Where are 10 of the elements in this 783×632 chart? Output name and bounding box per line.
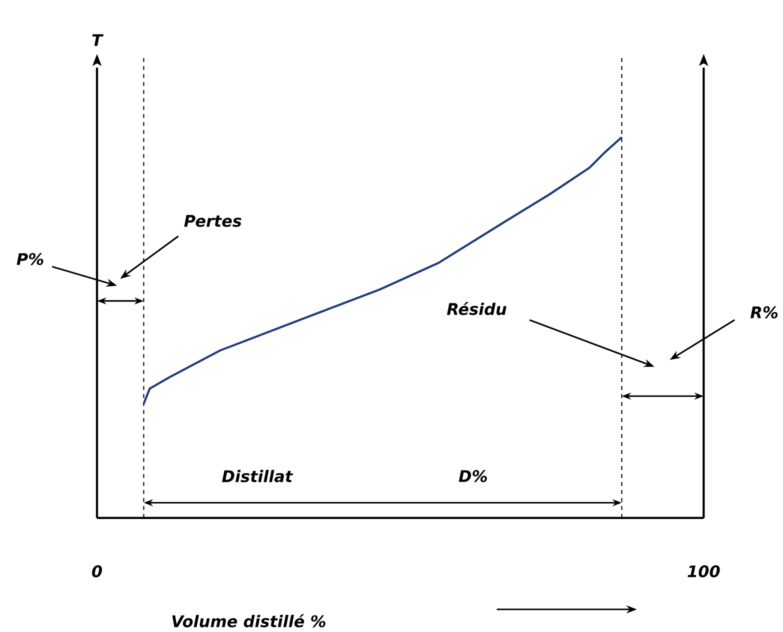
- text: T: [92, 34, 104, 46]
- annotation: Distillat: [222, 470, 294, 482]
- annotation: D%: [458, 470, 487, 482]
- text: P%: [16, 252, 44, 266]
- annotation: Résidu: [446, 302, 506, 316]
- text: R%: [750, 306, 778, 318]
- annotation: Pertes: [184, 215, 242, 227]
- x-tick-label: 100: [688, 565, 720, 578]
- x-tick-label: 0: [92, 565, 102, 578]
- x-axis-title: Volume distillé %: [172, 614, 326, 628]
